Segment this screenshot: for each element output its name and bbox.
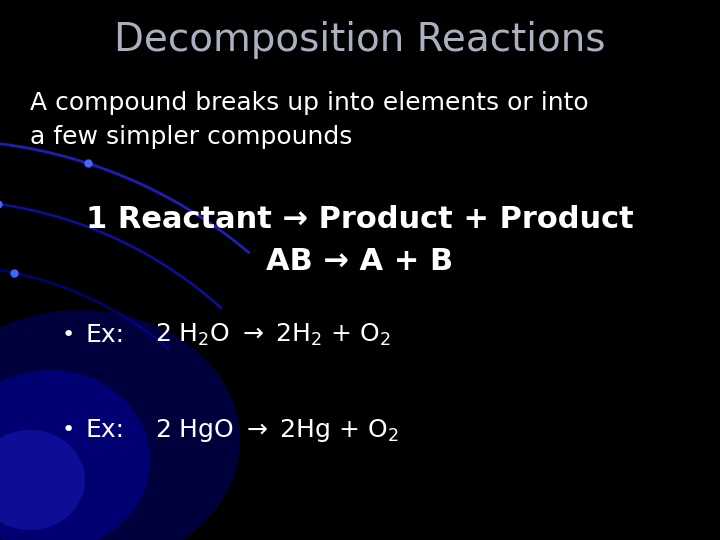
Text: •: •	[61, 325, 75, 345]
Ellipse shape	[0, 430, 85, 530]
Text: 2 H$_2$O $\rightarrow$ 2H$_2$ + O$_2$: 2 H$_2$O $\rightarrow$ 2H$_2$ + O$_2$	[155, 322, 391, 348]
Text: Ex:: Ex:	[85, 323, 124, 347]
Text: AB → A + B: AB → A + B	[266, 247, 454, 276]
Text: Decomposition Reactions: Decomposition Reactions	[114, 21, 606, 59]
Text: 2 HgO $\rightarrow$ 2Hg + O$_2$: 2 HgO $\rightarrow$ 2Hg + O$_2$	[155, 416, 398, 443]
Text: 1 Reactant → Product + Product: 1 Reactant → Product + Product	[86, 206, 634, 234]
Text: •: •	[61, 420, 75, 440]
Text: Ex:: Ex:	[85, 418, 124, 442]
Ellipse shape	[0, 310, 240, 540]
Text: A compound breaks up into elements or into
a few simpler compounds: A compound breaks up into elements or in…	[30, 91, 589, 148]
Ellipse shape	[0, 370, 150, 540]
